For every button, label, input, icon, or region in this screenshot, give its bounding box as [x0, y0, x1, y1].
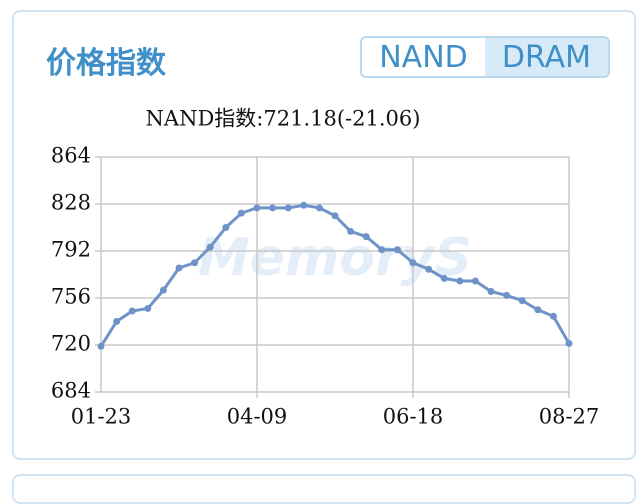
point — [159, 286, 167, 294]
point — [565, 339, 573, 347]
y-tick-label: 828 — [51, 191, 91, 215]
point — [471, 277, 479, 285]
y-tick-label: 720 — [51, 332, 91, 356]
point — [487, 287, 495, 295]
point — [284, 204, 292, 212]
point — [222, 224, 230, 231]
point — [409, 259, 417, 267]
point — [503, 291, 511, 299]
point — [206, 243, 214, 251]
point — [253, 204, 261, 212]
point — [331, 212, 339, 220]
x-tick-label: 04-09 — [227, 405, 288, 429]
point — [237, 209, 245, 217]
point — [518, 297, 526, 305]
point — [347, 227, 355, 235]
y-tick-label: 864 — [51, 144, 91, 168]
x-tick-label: 01-23 — [71, 405, 132, 429]
point — [128, 307, 136, 315]
chart: MemoryS NAND指数:721.18(-21.06) 684 720 756 7… — [51, 107, 600, 429]
tab[interactable]: DRAM — [485, 38, 608, 76]
watermark: MemoryS — [198, 228, 472, 288]
point — [191, 259, 199, 267]
page: 价格指数 NAND DRAM MemoryS NAND指数:721.18(-21… — [12, 10, 636, 504]
y-tick-label: 792 — [51, 238, 91, 262]
point — [113, 318, 121, 325]
header-title: 价格指数 — [46, 46, 166, 81]
y-tick-label: 684 — [51, 379, 91, 403]
point — [440, 274, 448, 282]
point — [456, 277, 464, 285]
point — [315, 204, 323, 212]
x-tick-label: 08-27 — [539, 405, 600, 429]
point — [549, 312, 557, 320]
point — [175, 264, 183, 272]
chart-title: NAND指数:721.18(-21.06) — [146, 107, 421, 131]
point — [425, 265, 433, 273]
point — [97, 342, 105, 350]
card — [12, 10, 636, 460]
y-tick-label: 756 — [51, 285, 91, 309]
point — [300, 201, 308, 209]
point — [269, 204, 277, 212]
point — [378, 246, 386, 254]
tab[interactable]: NAND — [362, 38, 485, 76]
point — [362, 233, 370, 241]
tabs: NAND DRAM — [360, 36, 610, 78]
point — [144, 304, 152, 312]
x-tick-label: 06-18 — [383, 405, 444, 429]
point — [393, 246, 401, 254]
point — [534, 306, 542, 314]
